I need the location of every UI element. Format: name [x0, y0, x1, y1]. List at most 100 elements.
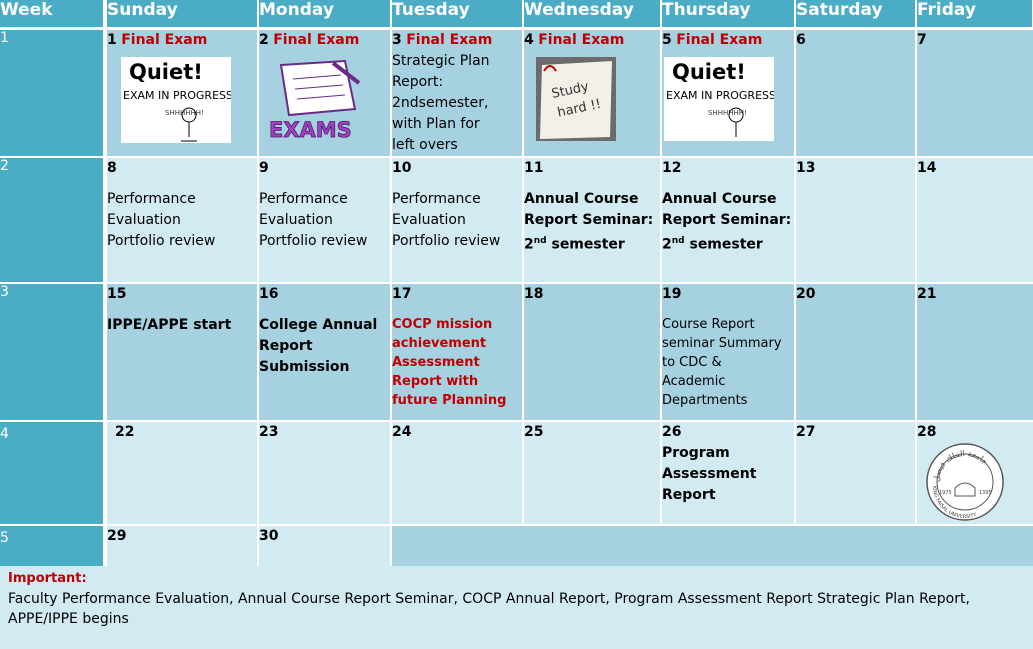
event-line: Portfolio review [259, 232, 368, 249]
day-number: 23 [259, 423, 279, 440]
day-number: 11 [524, 159, 544, 176]
event-line: Portfolio review [392, 232, 501, 249]
important-note: Important: Faculty Performance Evaluatio… [0, 566, 1033, 649]
university-seal-logo: جامعة الملك فيصل KING FAISAL UNIVERSITY … [926, 442, 1004, 521]
day-cell: 29 [105, 524, 259, 568]
event-line: Annual Course [662, 190, 777, 207]
header-monday: Monday [258, 0, 392, 30]
day-cell: 11 Annual Course Report Seminar: 2nd sem… [523, 156, 662, 284]
image-text: EXAM IN PROGRESS [666, 89, 774, 102]
week-row-1: 1 1 Final Exam Quiet! EXAM IN PROGRESS S… [0, 28, 1033, 158]
day-cell: 9 Performance Evaluation Portfolio revie… [258, 156, 392, 284]
day-cell: 26 Program Assessment Report [661, 420, 796, 526]
week-row-2: 2 8 Performance Evaluation Portfolio rev… [0, 156, 1033, 284]
day-number: 4 [524, 31, 534, 48]
week-label: 4 [0, 420, 107, 526]
day-cell: 7 [916, 28, 1033, 158]
day-cell: 25 [523, 420, 662, 526]
day-number: 9 [259, 159, 269, 176]
day-number: 5 [662, 31, 672, 48]
event-line: Report: [392, 73, 444, 90]
day-number: 12 [662, 159, 682, 176]
event-line: Performance [107, 190, 196, 207]
event-title: Final Exam [538, 31, 625, 48]
day-cell: 15 IPPE/APPE start [105, 282, 259, 422]
day-number: 14 [917, 159, 937, 176]
svg-text:1975: 1975 [939, 490, 952, 496]
event-line: Report [662, 486, 716, 503]
image-text: EXAMS [269, 118, 352, 142]
day-cell: 16 College Annual Report Submission [258, 282, 392, 422]
day-number: 17 [392, 285, 412, 302]
day-cell: 30 [258, 524, 392, 568]
day-number: 27 [796, 423, 816, 440]
event-text: Strategic Plan Report: 2ndsemester, with… [392, 51, 522, 156]
study-hard-note-image: Study hard !! [536, 56, 616, 141]
day-number: 20 [796, 285, 816, 302]
day-number: 10 [392, 159, 412, 176]
day-number: 29 [107, 527, 127, 544]
day-number: 15 [107, 285, 127, 302]
event-line: achievement [392, 335, 487, 351]
day-cell: 1 Final Exam Quiet! EXAM IN PROGRESS SHH… [105, 28, 259, 158]
day-number: 19 [662, 285, 682, 302]
day-cell: 28 جامعة الملك فيصل KING FAISAL UNIVERSI… [916, 420, 1033, 526]
week-row-5: 5 29 30 [0, 524, 1033, 568]
event-line: Report Seminar: [524, 211, 654, 228]
event-line: Report [259, 337, 313, 354]
day-number: 21 [917, 285, 937, 302]
important-text: Faculty Performance Evaluation, Annual C… [8, 591, 970, 627]
week-row-4: 4 22 23 24 25 26 Program Assessment Repo… [0, 420, 1033, 526]
header-wednesday: Wednesday [523, 0, 662, 30]
day-cell: 24 [391, 420, 524, 526]
week-label: 1 [0, 28, 107, 158]
event-line: Report Seminar: [662, 211, 792, 228]
day-number: 2 [259, 31, 269, 48]
day-cell: 18 [523, 282, 662, 422]
day-cell: 6 [795, 28, 917, 158]
event-line: Evaluation [259, 211, 333, 228]
event-line: 2ndsemester, [392, 94, 489, 111]
day-number: 7 [917, 31, 927, 48]
event-line: Strategic Plan [392, 52, 490, 69]
event-line: Evaluation [107, 211, 181, 228]
event-line: 2nd semester [662, 235, 763, 253]
image-text: Quiet! [129, 60, 203, 84]
day-cell: 12 Annual Course Report Seminar: 2nd sem… [661, 156, 796, 284]
event-line: with Plan for [392, 115, 480, 132]
week-row-3: 3 15 IPPE/APPE start 16 College Annual R… [0, 282, 1033, 422]
day-number: 30 [259, 527, 279, 544]
day-cell: 5 Final Exam Quiet! EXAM IN PROGRESS SHH… [661, 28, 796, 158]
event-line: Annual Course [524, 190, 639, 207]
day-cell: 4 Final Exam Study hard !! [523, 28, 662, 158]
day-cell: 8 Performance Evaluation Portfolio revie… [105, 156, 259, 284]
image-text: EXAM IN PROGRESS [123, 89, 231, 102]
day-number: 16 [259, 285, 279, 302]
header-row: Week Sunday Monday Tuesday Wednesday Thu… [0, 0, 1033, 30]
event-line: Portfolio review [107, 232, 216, 249]
empty-cell [391, 524, 1033, 568]
day-number: 24 [392, 423, 412, 440]
event-title: Final Exam [273, 31, 360, 48]
header-week: Week [0, 0, 107, 30]
event-line: Performance [259, 190, 348, 207]
event-line: Academic [662, 373, 726, 389]
day-number: 28 [917, 423, 937, 440]
day-cell: 14 [916, 156, 1033, 284]
day-number: 13 [796, 159, 816, 176]
day-number: 3 [392, 31, 402, 48]
day-cell: 27 [795, 420, 917, 526]
week-label: 5 [0, 524, 107, 568]
image-text: Quiet! [672, 60, 746, 84]
header-saturday: Saturday [795, 0, 917, 30]
event-line: College Annual [259, 316, 378, 333]
day-number: 22 [115, 423, 135, 440]
event-line: Program [662, 444, 730, 461]
week-label: 3 [0, 282, 107, 422]
day-number: 8 [107, 159, 117, 176]
day-cell: 10 Performance Evaluation Portfolio revi… [391, 156, 524, 284]
header-friday: Friday [916, 0, 1033, 30]
event-title: Final Exam [676, 31, 763, 48]
event-line: Submission [259, 358, 350, 375]
